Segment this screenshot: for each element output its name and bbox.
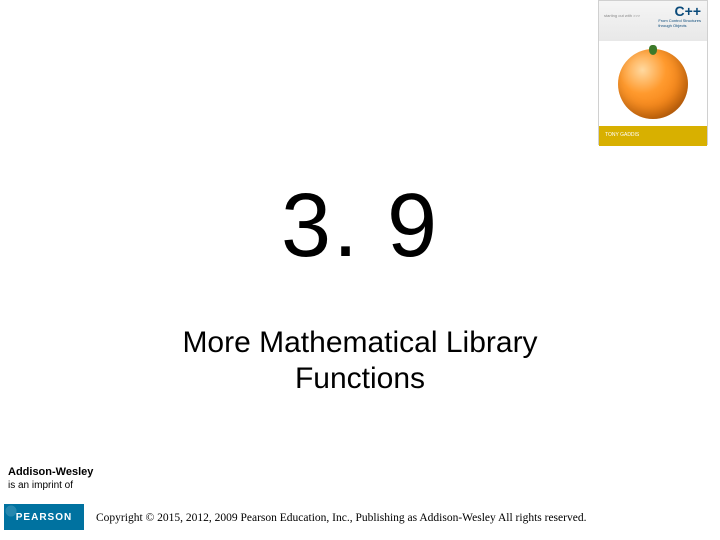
imprint-brand: Addison-Wesley xyxy=(8,466,93,478)
book-language: C++ xyxy=(675,3,701,19)
book-subtitle-2: through Objects xyxy=(658,24,701,29)
imprint-of: is an imprint of xyxy=(8,480,73,491)
title-line-2: Functions xyxy=(0,361,720,397)
copyright-text: Copyright © 2015, 2012, 2009 Pearson Edu… xyxy=(96,512,586,524)
pearson-logo: PEARSON xyxy=(4,504,84,530)
book-series: starting out with >>> xyxy=(604,13,640,18)
textbook-cover: starting out with >>> C++ From Control S… xyxy=(598,0,708,145)
title-line-1: More Mathematical Library xyxy=(0,325,720,361)
book-header: starting out with >>> C++ From Control S… xyxy=(599,1,707,41)
book-author: TONY GADDIS xyxy=(599,126,707,146)
section-title: More Mathematical Library Functions xyxy=(0,325,720,397)
orange-icon xyxy=(618,49,688,119)
section-number: 3. 9 xyxy=(0,175,720,278)
book-orange-area xyxy=(599,41,707,126)
imprint-text: Addison-Wesley is an imprint of xyxy=(8,465,93,492)
book-subtitle: From Control Structures through Objects xyxy=(658,19,701,29)
